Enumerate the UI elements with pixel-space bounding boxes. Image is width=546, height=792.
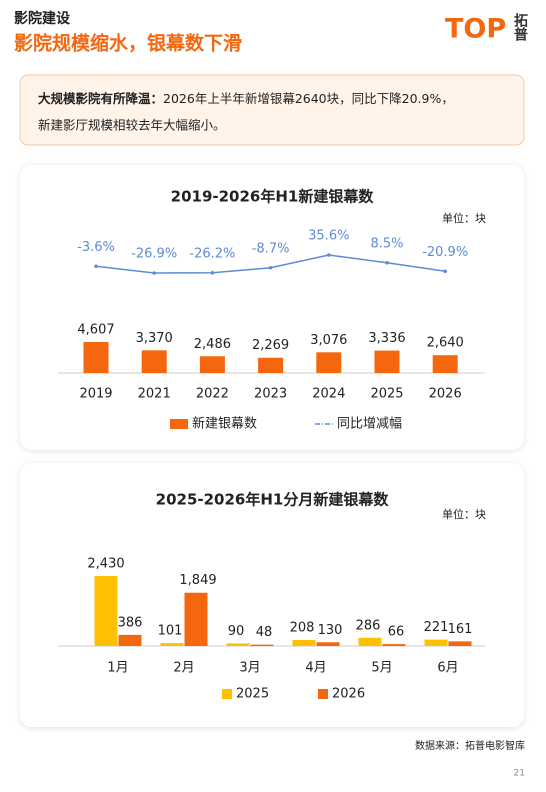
- x-tick-label: 2023: [254, 387, 287, 402]
- line-point: [443, 269, 448, 274]
- data-label: 2,640: [427, 336, 464, 351]
- legend-swatch: [170, 419, 188, 429]
- data-label: 2,430: [87, 557, 124, 572]
- unit-label: 单位：块: [442, 211, 486, 225]
- bar: [358, 637, 382, 646]
- bar: [94, 576, 118, 646]
- x-tick-label: 2022: [196, 387, 229, 402]
- chart-card: [20, 165, 524, 450]
- data-label: 221: [424, 620, 449, 635]
- x-tick-label: 4月: [305, 661, 326, 676]
- data-label: 1,849: [179, 573, 216, 588]
- callout-text: 2026年上半年新增银幕2640块，同比下降20.9%，: [163, 91, 454, 106]
- data-label: 3,370: [136, 331, 173, 346]
- bar: [83, 342, 109, 373]
- data-label: -26.9%: [131, 247, 177, 262]
- line-point: [94, 264, 98, 269]
- chart-title: 2019-2026年H1新建银幕数: [171, 188, 375, 206]
- data-label: -26.2%: [189, 246, 235, 261]
- data-label: 208: [290, 621, 315, 636]
- page-title: 影院规模缩水，银幕数下滑: [14, 32, 242, 55]
- bar: [250, 644, 274, 646]
- bar: [199, 356, 225, 373]
- legend-label: 新建银幕数: [192, 416, 257, 432]
- data-label: 8.5%: [370, 236, 403, 251]
- x-tick-label: 2024: [312, 387, 345, 402]
- line-point: [268, 265, 273, 270]
- data-label: 386: [118, 615, 143, 630]
- data-label: 66: [388, 625, 405, 640]
- logo: TOP: [445, 14, 506, 45]
- source-note: 数据来源：拓普电影智库: [415, 739, 525, 752]
- data-label: 90: [228, 624, 245, 639]
- bar: [184, 592, 208, 646]
- bar: [432, 355, 458, 373]
- bar: [382, 644, 406, 646]
- bar: [292, 640, 316, 646]
- data-label: 286: [356, 618, 381, 633]
- legend-label: 2026: [332, 687, 365, 702]
- x-tick-label: 2025: [370, 387, 403, 402]
- data-label: 3,076: [310, 333, 347, 348]
- bar: [424, 639, 448, 646]
- x-tick-label: 5月: [371, 661, 392, 676]
- data-label: 4,607: [77, 323, 114, 338]
- bar: [448, 641, 472, 646]
- callout-box: [19, 74, 525, 146]
- x-tick-label: 6月: [437, 661, 458, 676]
- data-label: -3.6%: [77, 240, 115, 255]
- legend-swatch: [222, 689, 232, 699]
- bar: [226, 643, 250, 646]
- x-tick-label: 2021: [138, 387, 171, 402]
- bar: [141, 350, 167, 373]
- bar: [160, 643, 184, 646]
- data-label: 2,269: [252, 338, 289, 353]
- callout-text: 新建影厅规模相较去年大幅缩小。: [38, 118, 226, 133]
- legend-label: 同比增减幅: [337, 417, 402, 432]
- data-label: 161: [448, 622, 473, 637]
- line-point: [385, 261, 389, 265]
- bar: [374, 350, 400, 373]
- logo-cn: 拓普: [512, 12, 528, 41]
- data-label: -20.9%: [422, 245, 468, 260]
- data-label: 3,336: [368, 331, 405, 346]
- line-point: [210, 270, 215, 275]
- section-label: 影院建设: [14, 10, 71, 27]
- bar: [316, 642, 340, 646]
- x-tick-label: 2月: [173, 661, 194, 676]
- unit-label: 单位：块: [442, 507, 486, 521]
- legend-label: 2025: [236, 687, 269, 702]
- bar: [118, 634, 142, 646]
- data-label: -8.7%: [252, 241, 290, 256]
- line-point: [152, 271, 156, 275]
- x-tick-label: 2019: [79, 387, 112, 402]
- callout-lead: 大规模影院有所降温：: [38, 91, 163, 106]
- page-number: 21: [514, 769, 525, 779]
- data-label: 2,486: [194, 337, 231, 352]
- legend-swatch: [318, 689, 328, 699]
- data-label: 35.6%: [308, 229, 349, 244]
- chart-card: [20, 463, 524, 727]
- bar: [258, 357, 284, 373]
- data-label: 101: [158, 624, 183, 639]
- x-tick-label: 1月: [107, 661, 128, 676]
- x-tick-label: 2026: [429, 387, 462, 402]
- data-label: 48: [256, 625, 273, 640]
- data-label: 130: [318, 623, 343, 638]
- callout-line: 大规模影院有所降温：2026年上半年新增银幕2640块，同比下降20.9%，: [38, 91, 454, 106]
- chart-title: 2025-2026年H1分月新建银幕数: [156, 491, 390, 509]
- bar: [316, 352, 342, 373]
- line-point: [327, 253, 331, 257]
- x-tick-label: 3月: [239, 661, 260, 676]
